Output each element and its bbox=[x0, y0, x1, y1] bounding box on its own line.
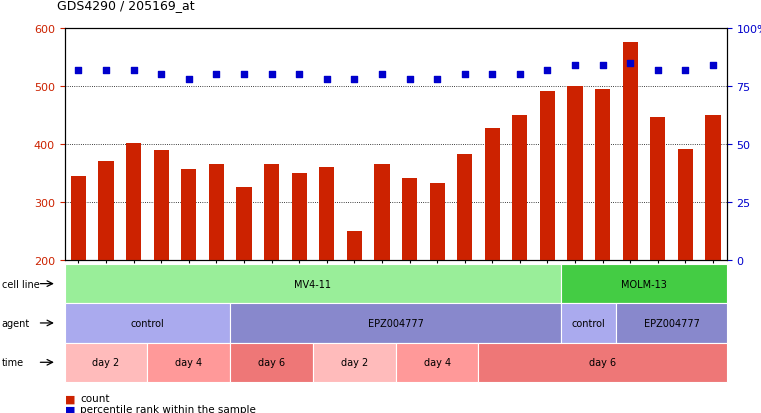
Text: day 4: day 4 bbox=[175, 357, 202, 368]
Text: day 4: day 4 bbox=[424, 357, 451, 368]
Text: time: time bbox=[2, 357, 24, 368]
Bar bbox=[209, 165, 224, 260]
Bar bbox=[126, 143, 142, 260]
Text: EPZ004777: EPZ004777 bbox=[368, 318, 424, 328]
Text: cell line: cell line bbox=[2, 279, 40, 289]
Bar bbox=[678, 149, 693, 260]
Text: ■: ■ bbox=[65, 394, 75, 404]
Point bbox=[624, 60, 636, 67]
Text: GDS4290 / 205169_at: GDS4290 / 205169_at bbox=[57, 0, 195, 12]
Bar bbox=[595, 90, 610, 260]
Bar bbox=[319, 168, 334, 260]
Point bbox=[569, 63, 581, 69]
Bar bbox=[457, 155, 473, 260]
Bar bbox=[237, 188, 252, 260]
Point bbox=[293, 72, 305, 78]
Point bbox=[349, 76, 361, 83]
Bar bbox=[402, 178, 417, 260]
Text: day 6: day 6 bbox=[258, 357, 285, 368]
Point bbox=[403, 76, 416, 83]
Text: count: count bbox=[80, 393, 110, 403]
Point bbox=[100, 67, 112, 74]
Point bbox=[266, 72, 278, 78]
Point bbox=[514, 72, 526, 78]
Point bbox=[651, 67, 664, 74]
Point bbox=[486, 72, 498, 78]
Point bbox=[541, 67, 553, 74]
Bar bbox=[374, 165, 390, 260]
Bar bbox=[347, 231, 362, 260]
Text: EPZ004777: EPZ004777 bbox=[644, 318, 699, 328]
Bar bbox=[181, 169, 196, 260]
Bar bbox=[264, 165, 279, 260]
Point bbox=[376, 72, 388, 78]
Bar bbox=[622, 43, 638, 260]
Point bbox=[155, 72, 167, 78]
Bar bbox=[429, 184, 444, 260]
Text: day 2: day 2 bbox=[341, 357, 368, 368]
Point bbox=[597, 63, 609, 69]
Point bbox=[210, 72, 222, 78]
Bar bbox=[154, 150, 169, 260]
Bar bbox=[291, 173, 307, 260]
Bar bbox=[568, 87, 583, 260]
Text: MOLM-13: MOLM-13 bbox=[621, 279, 667, 289]
Point bbox=[680, 67, 692, 74]
Text: agent: agent bbox=[2, 318, 30, 328]
Bar bbox=[705, 116, 721, 260]
Bar bbox=[650, 117, 665, 260]
Bar bbox=[98, 162, 113, 260]
Point bbox=[238, 72, 250, 78]
Text: control: control bbox=[572, 318, 606, 328]
Text: percentile rank within the sample: percentile rank within the sample bbox=[80, 404, 256, 413]
Text: day 6: day 6 bbox=[589, 357, 616, 368]
Text: ■: ■ bbox=[65, 404, 75, 413]
Bar bbox=[71, 176, 86, 260]
Text: day 2: day 2 bbox=[92, 357, 119, 368]
Text: MV4-11: MV4-11 bbox=[295, 279, 332, 289]
Text: control: control bbox=[131, 318, 164, 328]
Point bbox=[320, 76, 333, 83]
Point bbox=[72, 67, 84, 74]
Point bbox=[707, 63, 719, 69]
Point bbox=[431, 76, 443, 83]
Point bbox=[128, 67, 140, 74]
Point bbox=[183, 76, 195, 83]
Bar bbox=[485, 128, 500, 260]
Bar bbox=[540, 91, 555, 260]
Point bbox=[459, 72, 471, 78]
Bar bbox=[512, 116, 527, 260]
